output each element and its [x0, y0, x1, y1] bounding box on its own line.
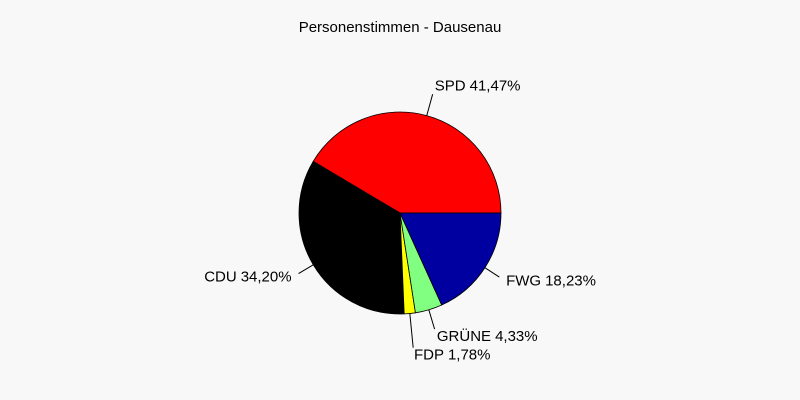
leader-line: [426, 94, 434, 116]
category-label: FWG: [506, 272, 541, 289]
category-label: FDP: [414, 347, 444, 364]
category-label: CDU: [204, 269, 237, 286]
value-label: 18,23%: [545, 272, 596, 289]
category-label: SPD: [435, 77, 466, 94]
leader-line: [484, 267, 500, 278]
value-label: 4,33%: [495, 328, 538, 345]
slice-label: SPD 41,47%: [435, 77, 521, 94]
value-label: 34,20%: [241, 269, 292, 286]
chart-title: Personenstimmen - Dausenau: [299, 19, 502, 36]
slice-label: GRÜNE 4,33%: [437, 327, 538, 345]
slice-label: FDP 1,78%: [414, 347, 491, 364]
value-label: 41,47%: [470, 77, 521, 94]
slice-label: CDU 34,20%: [204, 269, 291, 286]
leader-line: [428, 309, 436, 330]
leader-line: [409, 313, 414, 348]
category-label: GRÜNE: [437, 327, 491, 345]
value-label: 1,78%: [448, 347, 491, 364]
slice-label: FWG 18,23%: [506, 272, 596, 289]
pie-slice: [312, 111, 502, 214]
leader-line: [298, 264, 314, 274]
